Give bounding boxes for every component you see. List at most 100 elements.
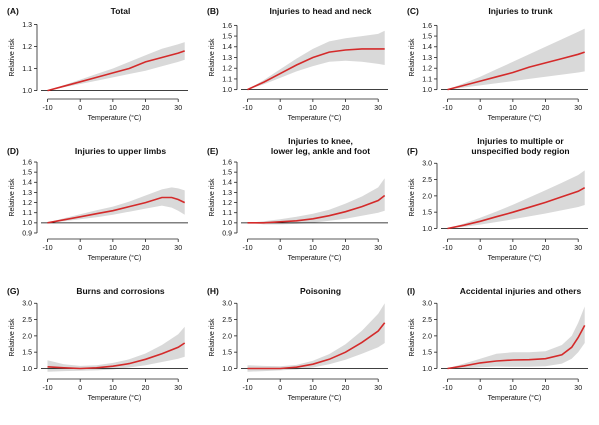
panel-letter: (C) [407,6,419,16]
confidence-band [447,306,585,369]
x-tick-label: 30 [174,385,182,392]
x-tick-label: -10 [242,245,252,252]
y-axis-label: Relative risk [9,38,16,77]
x-tick-label: 20 [542,245,550,252]
x-tick-label: 10 [309,385,317,392]
confidence-band [47,187,185,223]
x-tick-label: 0 [478,385,482,392]
x-tick-label: 30 [374,245,382,252]
y-tick-label: 1.1 [422,76,432,83]
x-tick-label: 20 [542,105,550,112]
y-tick-label: 1.0 [22,220,32,227]
series-line [47,50,185,92]
x-axis-label: Temperature (°C) [288,254,342,262]
x-tick-label: 20 [342,105,350,112]
y-axis-label: Relative risk [409,38,416,77]
x-tick-label: 30 [174,245,182,252]
panel-title: unspecified body region [471,146,569,156]
y-tick-label: 1.0 [422,226,432,233]
y-tick-label: 1.5 [22,350,32,357]
y-tick-label: 1.6 [222,159,232,166]
x-tick-label: 10 [509,245,517,252]
y-tick-label: 2.5 [422,317,432,324]
x-axis-label: Temperature (°C) [288,114,342,122]
y-tick-label: 1.1 [222,210,232,217]
x-axis-label: Temperature (°C) [488,394,542,402]
confidence-band [247,303,385,372]
y-tick-label: 1.3 [22,190,32,197]
x-tick-label: 0 [478,245,482,252]
y-tick-label: 1.3 [222,55,232,62]
x-tick-label: 30 [574,385,582,392]
y-tick-label: 1.2 [222,66,232,73]
x-tick-label: 20 [542,385,550,392]
x-tick-label: 0 [278,245,282,252]
y-tick-label: 1.6 [422,23,432,30]
x-tick-label: 10 [109,105,117,112]
x-tick-label: 30 [374,385,382,392]
panel-title: Injuries to trunk [488,6,553,16]
y-tick-label: 2.0 [222,333,232,340]
series-line [447,325,586,370]
confidence-band [247,178,385,225]
panel-title: Injuries to head and neck [269,6,371,16]
x-tick-label: 30 [574,105,582,112]
series-line [247,322,386,370]
series-line [47,342,186,370]
series-line [247,48,385,91]
x-tick-label: -10 [242,385,252,392]
y-tick-label: 2.0 [22,333,32,340]
panel-letter: (H) [207,286,219,296]
y-tick-label: 1.4 [422,44,432,51]
panel-title: Accidental injuries and others [460,286,582,296]
panel-title: Poisoning [300,286,341,296]
panel-letter: (D) [7,146,19,156]
series-line [447,187,586,230]
confidence-band [247,30,385,90]
x-tick-label: 10 [309,245,317,252]
x-tick-label: 20 [342,385,350,392]
y-tick-label: 0.9 [22,230,32,237]
y-tick-label: 1.3 [422,55,432,62]
x-axis-label: Temperature (°C) [488,114,542,122]
panel-letter: (G) [7,286,19,296]
y-tick-label: 1.5 [22,170,32,177]
panel-letter: (I) [407,286,415,296]
y-tick-label: 2.0 [422,333,432,340]
x-tick-label: 0 [478,105,482,112]
x-tick-label: -10 [442,105,452,112]
panel-title: Injuries to multiple or [477,136,564,146]
panel-letter: (A) [7,6,19,16]
x-axis-label: Temperature (°C) [88,114,142,122]
x-tick-label: -10 [242,105,252,112]
y-tick-label: 3.0 [22,301,32,308]
panel-f: 1.0 1.5 2.0 2.5 3.0 -10 0 10 20 30 Temperature (°C… [407,136,588,262]
x-tick-label: 10 [109,385,117,392]
x-tick-label: 0 [78,245,82,252]
y-tick-label: 1.6 [222,23,232,30]
x-tick-label: -10 [42,385,52,392]
confidence-band [447,170,585,229]
y-tick-label: 1.0 [422,87,432,94]
y-tick-label: 1.2 [222,200,232,207]
y-tick-label: 2.5 [422,177,432,184]
panel-i: 1.0 1.5 2.0 2.5 3.0 -10 0 10 20 30 Temperature (°C… [407,286,588,402]
x-tick-label: 10 [509,105,517,112]
y-tick-label: 3.0 [222,301,232,308]
x-tick-label: 0 [278,105,282,112]
y-tick-label: 1.0 [22,366,32,373]
y-axis-label: Relative risk [209,38,216,77]
y-tick-label: 1.3 [22,22,32,29]
series-line [247,194,386,224]
y-tick-label: 1.5 [222,33,232,40]
x-axis-label: Temperature (°C) [88,394,142,402]
y-tick-label: 2.0 [422,193,432,200]
x-tick-label: 20 [142,245,150,252]
panel-a: 1.0 1.1 1.2 1.3 -10 0 10 20 30 Temperature (°C) Re… [7,6,188,122]
panel-title: Total [111,6,131,16]
x-tick-label: -10 [442,385,452,392]
x-tick-label: 30 [174,105,182,112]
panel-title: Burns and corrosions [76,286,165,296]
series-line [447,51,585,91]
